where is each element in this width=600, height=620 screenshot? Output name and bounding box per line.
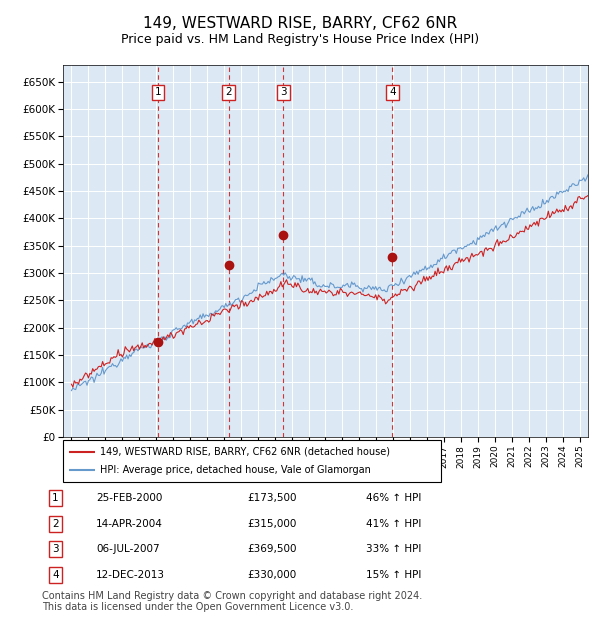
Text: 15% ↑ HPI: 15% ↑ HPI [366, 570, 421, 580]
Text: 4: 4 [52, 570, 59, 580]
Text: 33% ↑ HPI: 33% ↑ HPI [366, 544, 421, 554]
Text: 2: 2 [226, 87, 232, 97]
Text: 12-DEC-2013: 12-DEC-2013 [96, 570, 165, 580]
Text: 4: 4 [389, 87, 396, 97]
Text: Price paid vs. HM Land Registry's House Price Index (HPI): Price paid vs. HM Land Registry's House … [121, 33, 479, 46]
Text: 06-JUL-2007: 06-JUL-2007 [96, 544, 160, 554]
Text: £315,000: £315,000 [247, 519, 296, 529]
Text: 3: 3 [52, 544, 59, 554]
Text: £330,000: £330,000 [247, 570, 296, 580]
Text: 149, WESTWARD RISE, BARRY, CF62 6NR: 149, WESTWARD RISE, BARRY, CF62 6NR [143, 16, 457, 30]
Text: Contains HM Land Registry data © Crown copyright and database right 2024.
This d: Contains HM Land Registry data © Crown c… [42, 591, 422, 613]
Text: 3: 3 [280, 87, 287, 97]
Text: HPI: Average price, detached house, Vale of Glamorgan: HPI: Average price, detached house, Vale… [100, 465, 371, 475]
Text: 1: 1 [155, 87, 161, 97]
Text: 149, WESTWARD RISE, BARRY, CF62 6NR (detached house): 149, WESTWARD RISE, BARRY, CF62 6NR (det… [100, 446, 390, 456]
Text: 1: 1 [52, 494, 59, 503]
Text: 2: 2 [52, 519, 59, 529]
Text: 14-APR-2004: 14-APR-2004 [96, 519, 163, 529]
Text: £173,500: £173,500 [247, 494, 296, 503]
Text: 41% ↑ HPI: 41% ↑ HPI [366, 519, 421, 529]
Text: £369,500: £369,500 [247, 544, 296, 554]
Text: 25-FEB-2000: 25-FEB-2000 [96, 494, 163, 503]
Text: 46% ↑ HPI: 46% ↑ HPI [366, 494, 421, 503]
